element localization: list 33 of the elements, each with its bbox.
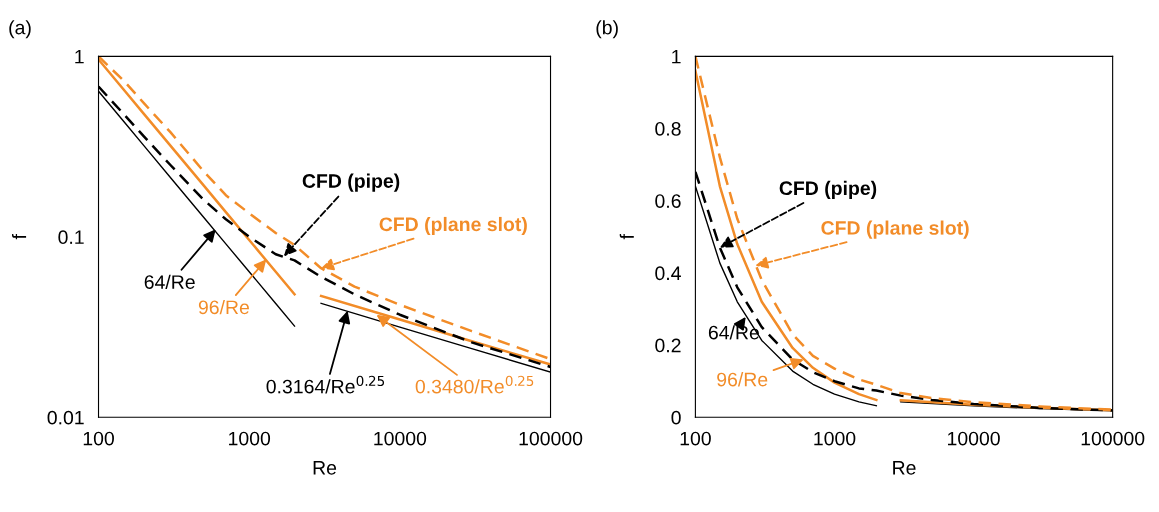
y-tick-label: 0 [671, 410, 681, 425]
x-tick-label: 100 [680, 431, 711, 446]
x-tick-label: 100000 [519, 431, 583, 446]
x-axis-title: Re [893, 461, 916, 475]
annotation: CFD (pipe) [779, 180, 877, 199]
y-tick-label: 0.6 [655, 194, 681, 208]
y-tick-label: 0.01 [47, 410, 84, 425]
x-axis-title: Re [313, 461, 337, 475]
x-tick-label: 100000 [1081, 431, 1145, 446]
y-axis-title: f [12, 234, 27, 240]
y-axis-title: f [619, 234, 634, 240]
annotation: CFD (plane slot) [379, 216, 527, 236]
annotation: 96/Re [198, 299, 249, 315]
y-tick-label: 0.4 [655, 266, 681, 281]
annotation: CFD (pipe) [302, 173, 400, 192]
annotation: 0.3480/Re$^{0.25}$ [415, 375, 534, 394]
annotation: CFD (plane slot) [821, 220, 969, 239]
chart-title: (a) [9, 20, 31, 39]
x-tick-label: 1000 [814, 431, 856, 446]
x-tick-label: 1000 [229, 431, 271, 446]
chart-title: (b) [596, 20, 618, 39]
annotation: 0.3164/Re$^{0.25}$ [266, 375, 385, 394]
x-tick-label: 10000 [374, 431, 427, 446]
y-tick-label: 1 [672, 49, 681, 64]
annotation: 64/Re [144, 274, 195, 289]
x-tick-label: 100 [83, 431, 114, 446]
y-tick-label: 1 [75, 49, 84, 64]
y-tick-label: 0.1 [58, 230, 84, 245]
y-tick-label: 0.2 [655, 338, 681, 353]
annotation: 64/Re [708, 325, 759, 340]
y-tick-label: 0.8 [655, 121, 681, 136]
x-tick-label: 10000 [948, 431, 1000, 446]
annotation: 96/Re [717, 372, 768, 387]
